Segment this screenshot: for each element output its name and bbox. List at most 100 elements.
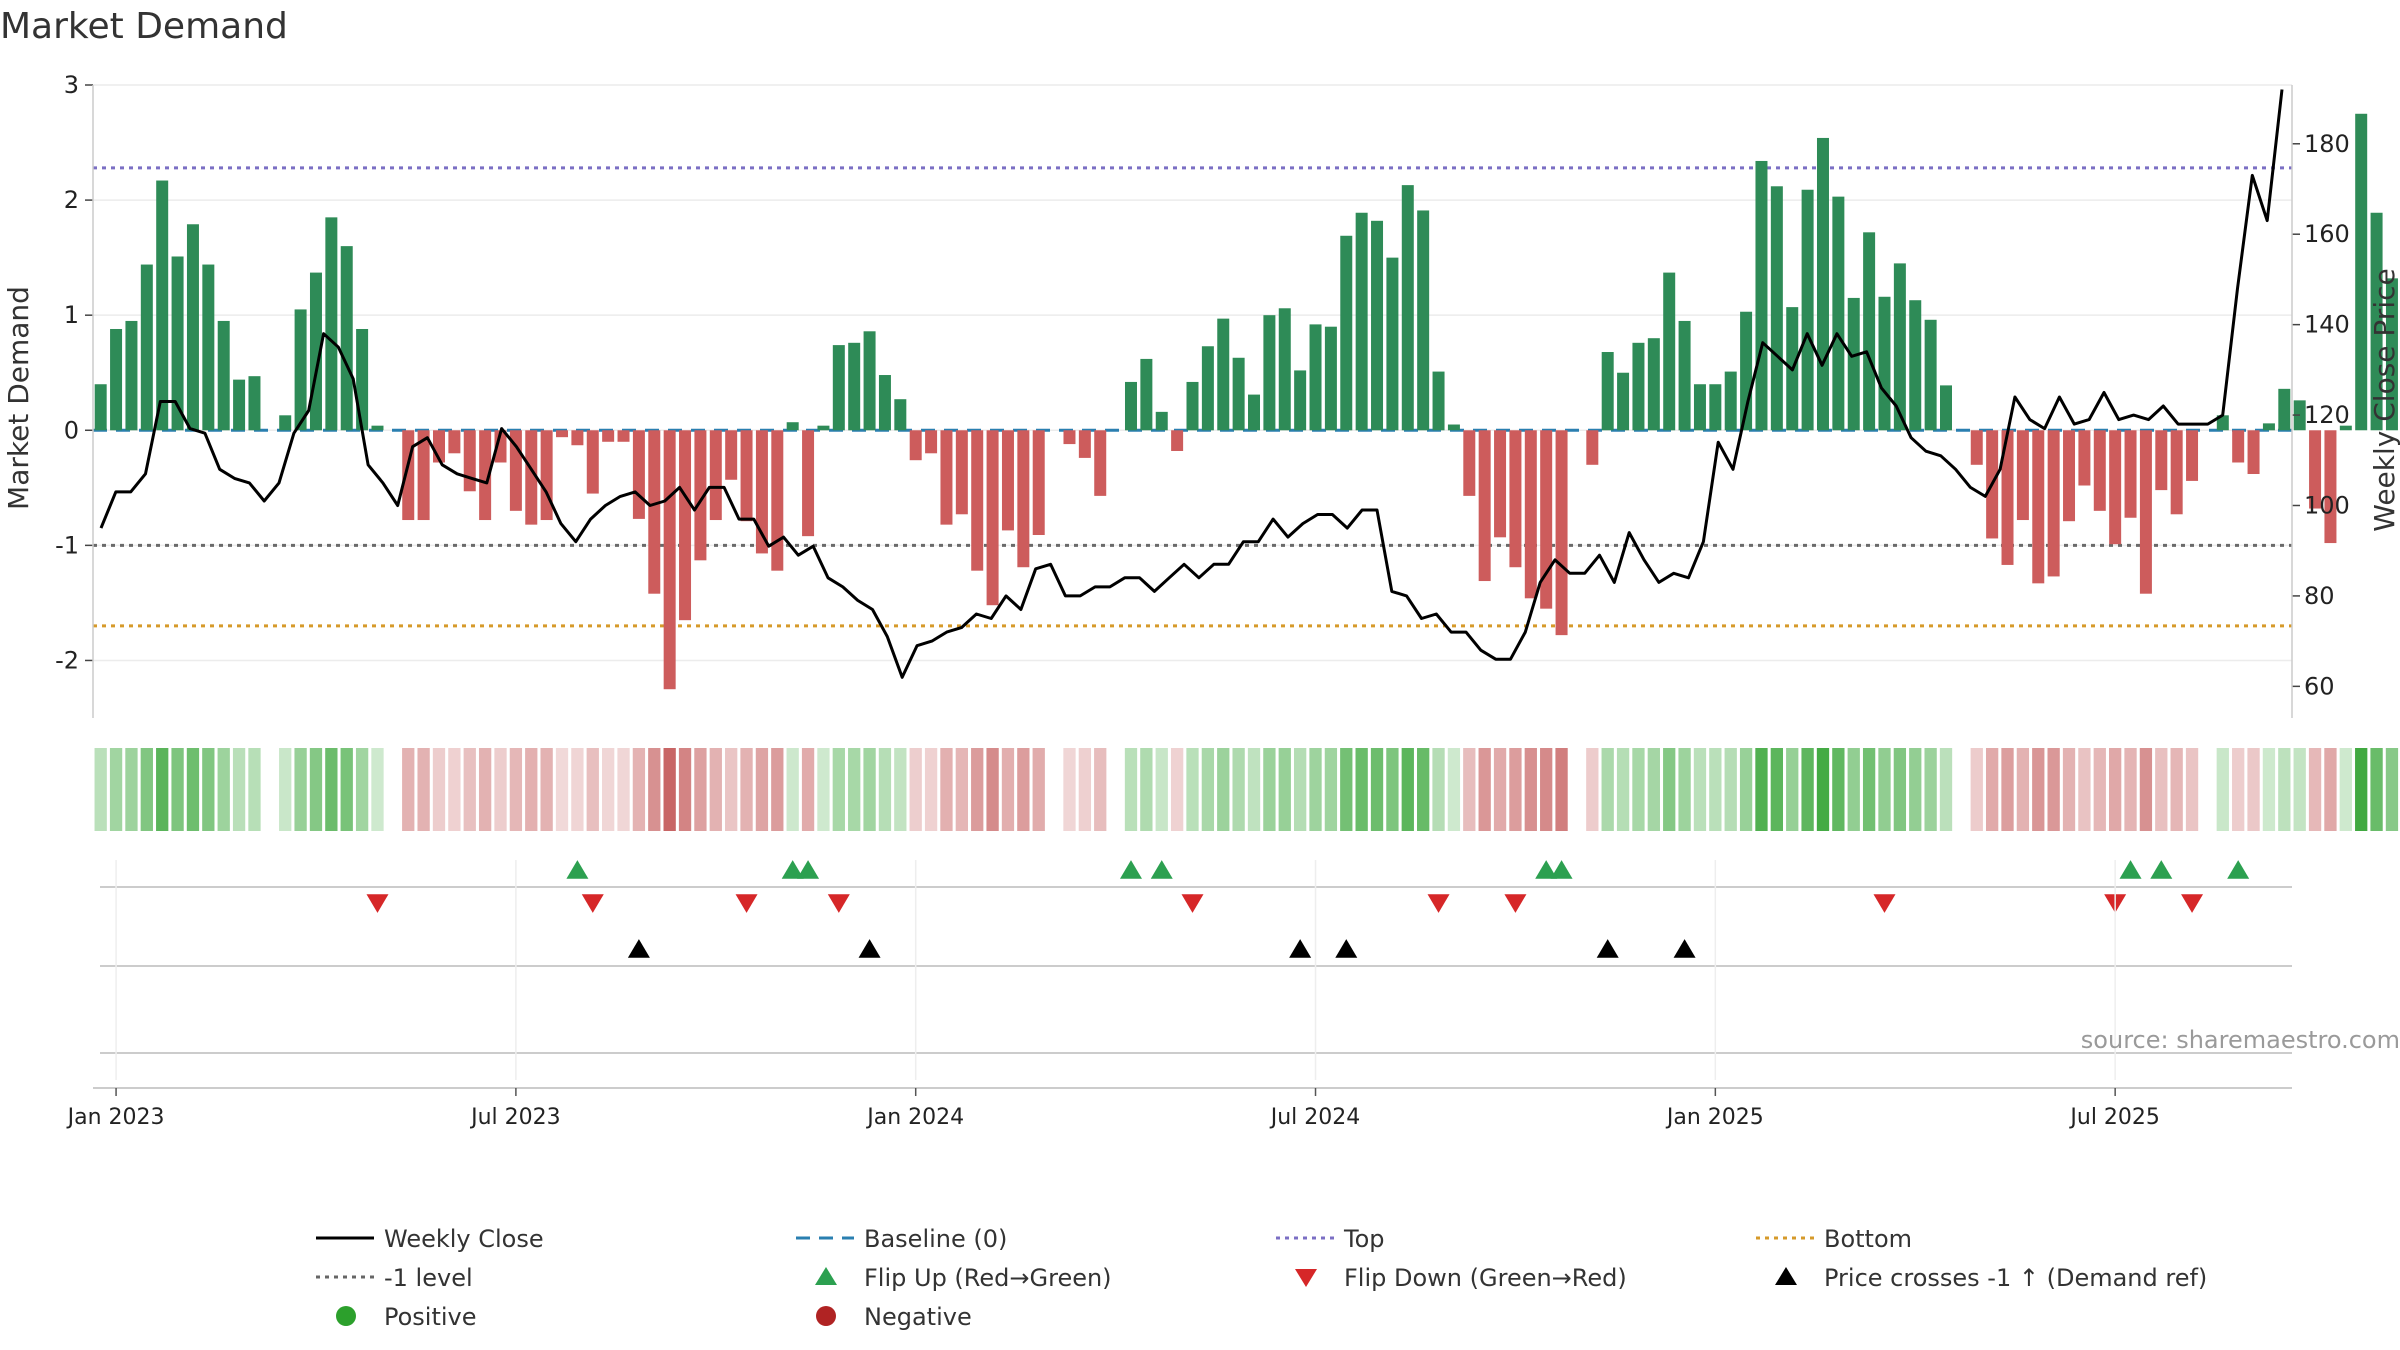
- flip-up-marker: [781, 860, 804, 879]
- positive-demand-bar: [1755, 160, 1768, 431]
- positive-demand-bar: [2278, 388, 2291, 431]
- heat-cell: [232, 748, 246, 831]
- legend-swatch-circle: [816, 1306, 836, 1326]
- heat-cell: [1048, 748, 1060, 831]
- positive-demand-bar: [832, 345, 845, 431]
- heat-cell: [1340, 748, 1353, 831]
- negative-demand-bar: [1032, 430, 1045, 536]
- heat-cell: [1847, 748, 1860, 831]
- heat-cell: [1524, 748, 1537, 831]
- price-cross-marker: [858, 939, 881, 958]
- heat-cell: [402, 748, 415, 831]
- heat-cell: [2185, 748, 2199, 831]
- positive-demand-bar: [248, 376, 261, 431]
- heat-cell: [2232, 748, 2245, 831]
- positive-demand-bar: [325, 217, 338, 431]
- positive-demand-bar: [1909, 300, 1922, 431]
- heat-cell: [2216, 748, 2229, 831]
- positive-demand-bar: [309, 272, 322, 431]
- heat-cell: [863, 748, 876, 831]
- negative-demand-bar: [2047, 430, 2060, 577]
- heat-cell: [1647, 748, 1660, 831]
- negative-demand-bar: [909, 430, 922, 461]
- negative-demand-bar: [2247, 430, 2260, 475]
- heat-cell: [2047, 748, 2060, 831]
- heat-cell: [663, 748, 676, 831]
- negative-demand-bar: [1063, 430, 1076, 445]
- heat-cell: [801, 748, 815, 831]
- heat-cell: [1017, 748, 1030, 831]
- positive-demand-bar: [356, 328, 369, 431]
- negative-demand-bar: [709, 430, 722, 521]
- reference-lines: [93, 166, 2292, 628]
- negative-demand-bar: [2124, 430, 2137, 518]
- y2-tick-label: 100: [2304, 491, 2350, 519]
- heat-cell: [325, 748, 338, 831]
- heat-cell: [1832, 748, 1845, 831]
- flip-down-marker: [735, 894, 758, 913]
- price-cross-marker: [627, 939, 650, 958]
- positive-demand-bar: [1386, 257, 1399, 431]
- positive-demand-bar: [1124, 381, 1137, 431]
- heat-cell: [832, 748, 845, 831]
- flip-down-marker: [1181, 894, 1204, 913]
- flip-up-marker: [1119, 860, 1142, 879]
- positive-demand-bar: [1294, 370, 1307, 431]
- heat-cell: [2201, 748, 2213, 831]
- heat-cell: [340, 748, 353, 831]
- positive-demand-bar: [1617, 372, 1630, 431]
- negative-demand-bar: [1094, 430, 1107, 496]
- positive-demand-bar: [1263, 315, 1276, 431]
- flip-down-marker: [827, 894, 850, 913]
- heat-cell: [648, 748, 661, 831]
- heat-cell: [248, 748, 261, 831]
- heat-cell: [355, 748, 369, 831]
- heat-cell: [2278, 748, 2291, 831]
- heat-cell: [448, 748, 461, 831]
- positive-demand-bar: [1709, 384, 1722, 431]
- negative-demand-bar: [694, 430, 707, 561]
- negative-demand-bar: [402, 430, 415, 521]
- negative-demand-bar: [771, 430, 784, 571]
- heat-cell: [1955, 748, 1967, 831]
- negative-demand-bar: [2093, 430, 2106, 511]
- heat-cell: [2355, 748, 2368, 831]
- heat-cell: [2001, 748, 2014, 831]
- negative-demand-bar: [1555, 430, 1568, 636]
- heat-cell: [1217, 748, 1230, 831]
- legend-label: Baseline (0): [864, 1225, 1007, 1253]
- positive-demand-bar: [1724, 371, 1737, 431]
- negative-demand-bar: [2309, 430, 2322, 509]
- positive-demand-bar: [1155, 411, 1168, 431]
- heat-cell: [878, 748, 892, 831]
- flip-up-marker: [2227, 860, 2250, 879]
- heat-cell: [1770, 748, 1784, 831]
- heat-cell: [725, 748, 738, 831]
- negative-demand-bar: [2032, 430, 2045, 584]
- heat-cell: [417, 748, 430, 831]
- positive-demand-bar: [1186, 381, 1199, 431]
- price-cross-marker: [1673, 939, 1696, 958]
- negative-demand-bar: [494, 430, 507, 463]
- heat-cell: [202, 748, 215, 831]
- legend-label: Price crosses -1 ↑ (Demand ref): [1824, 1264, 2207, 1292]
- heat-cell: [1616, 748, 1630, 831]
- positive-demand-bar: [1816, 137, 1829, 431]
- heat-cell: [1293, 748, 1307, 831]
- flip-down-marker: [1427, 894, 1450, 913]
- y2-tick-label: 160: [2304, 220, 2350, 248]
- positive-demand-bar: [1232, 357, 1245, 431]
- positive-demand-bar: [1447, 424, 1460, 431]
- heat-cell: [1878, 748, 1891, 831]
- positive-demand-bar: [1355, 212, 1368, 431]
- heat-cell: [2293, 748, 2306, 831]
- negative-demand-bar: [2186, 430, 2199, 481]
- positive-demand-bar: [1201, 346, 1214, 431]
- positive-demand-bar: [1601, 352, 1614, 431]
- heat-cell: [1755, 748, 1768, 831]
- flip-down-marker: [2181, 894, 2204, 913]
- heat-cell: [309, 748, 323, 831]
- heat-cell: [1693, 748, 1707, 831]
- flip-up-marker: [1150, 860, 1173, 879]
- heat-cell: [387, 748, 399, 831]
